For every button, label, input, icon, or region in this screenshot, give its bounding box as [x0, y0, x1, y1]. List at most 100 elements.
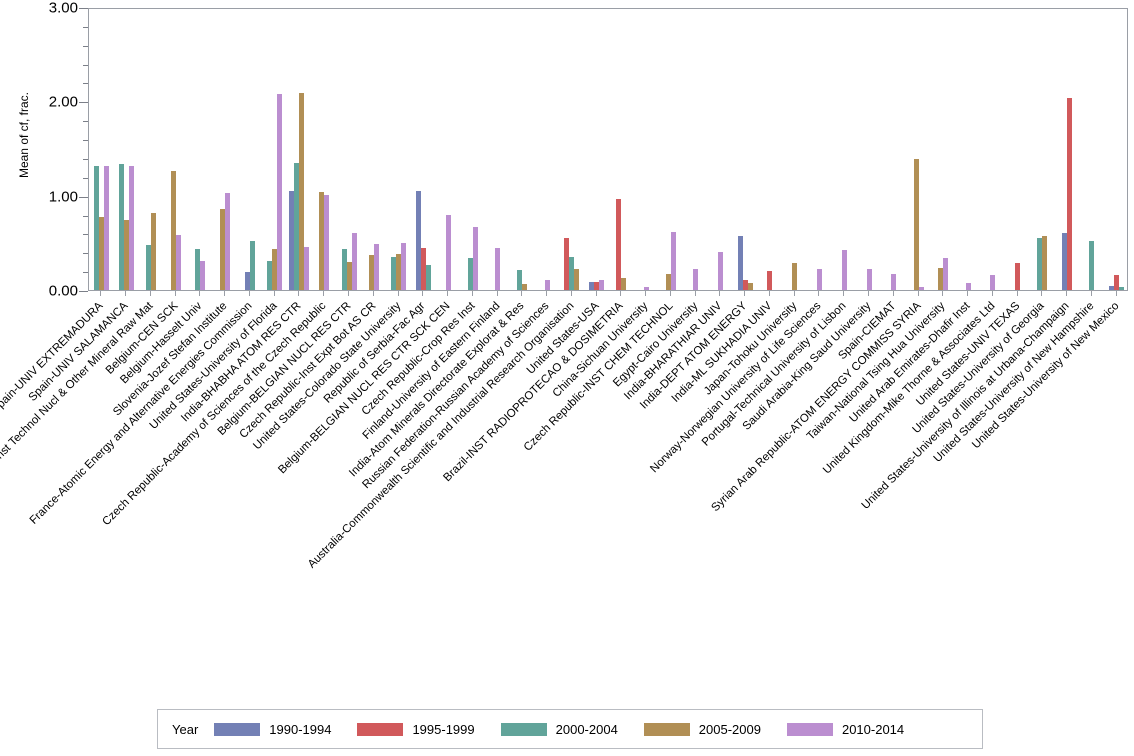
legend-label: 2010-2014	[841, 721, 905, 737]
legend-swatch	[214, 722, 261, 736]
legend: Year 1990-1994 1995-1999 2000-2004 2005-200…	[157, 709, 983, 749]
x-tick-mark	[199, 291, 201, 296]
y-tick-mark	[79, 102, 88, 104]
x-tick-mark	[224, 291, 226, 296]
x-tick-label: United States-University of New Mexico	[969, 300, 1122, 452]
x-tick-mark	[323, 291, 325, 296]
bar	[589, 281, 595, 290]
bar	[299, 92, 305, 290]
bar	[346, 261, 352, 290]
y-tick-minor	[83, 158, 88, 160]
bar	[990, 274, 996, 290]
bar	[467, 257, 473, 290]
bar	[277, 93, 283, 290]
bar	[472, 226, 478, 290]
y-tick-label: 0.00	[48, 282, 78, 300]
bars-container	[89, 9, 1127, 290]
bar	[249, 240, 255, 290]
x-tick-mark	[397, 291, 399, 296]
bar	[267, 260, 273, 290]
x-tick-mark	[174, 291, 176, 296]
x-tick-label: Belgium-Hasselt Univ	[118, 300, 205, 387]
bar	[324, 194, 330, 290]
bar	[866, 269, 872, 290]
bar	[544, 279, 550, 290]
x-tick-label: France-Atomic Energy and Alternative Ene…	[27, 300, 255, 527]
y-tick-mark	[79, 291, 88, 292]
x-tick-mark	[496, 291, 498, 296]
bar	[1037, 238, 1043, 290]
x-tick-label: Japan-Tohoku University	[701, 300, 800, 398]
x-tick-mark	[1115, 291, 1117, 296]
bar	[445, 214, 451, 290]
bar	[98, 217, 104, 290]
x-tick-mark	[892, 291, 894, 296]
bar	[564, 238, 570, 290]
bar	[396, 254, 402, 290]
x-tick-mark	[546, 291, 548, 296]
bar	[767, 271, 773, 290]
x-tick-label: Belgium-CEN SCK	[103, 300, 181, 377]
x-tick-mark	[248, 291, 250, 296]
legend-entry[interactable]: 1995-1999	[357, 722, 475, 737]
bar	[170, 171, 176, 290]
x-tick-label: India-ML SUKHADIA UNIV	[669, 300, 775, 405]
bar	[294, 162, 300, 290]
x-tick-label: Brazil-INST RADIOPROTECAO & DOSIMETRIA	[441, 300, 626, 485]
x-tick-label: Norway-Norwegian University of Life Scie…	[648, 300, 824, 476]
bar	[594, 281, 600, 290]
x-tick-mark	[125, 291, 127, 296]
bar	[425, 264, 431, 290]
bar	[574, 269, 580, 290]
legend-entry[interactable]: 2005-2009	[643, 721, 761, 737]
x-tick-mark	[942, 291, 944, 296]
bar	[1089, 240, 1095, 290]
legend-label: 2005-2009	[698, 721, 761, 737]
x-tick-label: Republic of Serbia-Inst Technol Nucl & O…	[0, 300, 156, 533]
x-tick-label: Taiwan-National Tsing Hua University	[805, 300, 948, 443]
bar	[938, 268, 944, 290]
x-tick-label: India-DEPT ATOM ENERGY	[638, 300, 750, 412]
y-axis-ticks: 0.00 1.00 2.00 3.00	[0, 0, 88, 300]
x-tick-mark	[372, 291, 374, 296]
legend-entry[interactable]: 2000-2004	[500, 722, 618, 737]
y-tick-minor	[83, 177, 88, 179]
x-tick-label: United States-University of Florida	[147, 300, 280, 432]
x-tick-mark	[422, 291, 424, 296]
x-tick-label: Syrian Arab Republic-ATOM ENERGY COMMISS…	[708, 300, 924, 515]
bar	[522, 284, 528, 290]
bar	[175, 235, 181, 290]
y-tick-minor	[83, 45, 88, 47]
bar	[643, 287, 649, 290]
x-tick-mark	[149, 291, 151, 296]
x-tick-label: Spain-UNIV SALAMANCA	[26, 300, 131, 404]
x-tick-label: Spain-UNIV EXTREMADURA	[0, 300, 106, 417]
legend-entry[interactable]: 1990-1994	[214, 722, 331, 737]
x-tick-label: Australia-Commonwealth Scientific and In…	[305, 300, 577, 571]
bar	[495, 247, 501, 290]
bar	[891, 273, 897, 290]
x-tick-label: Slovenia-Jozef Stefan Institute	[111, 300, 230, 419]
y-tick-minor	[83, 215, 88, 217]
bar	[670, 232, 676, 290]
x-tick-label: Saudi Arabia-King Saud University	[740, 300, 874, 433]
bar	[1119, 287, 1125, 290]
bar	[373, 243, 379, 290]
y-tick-label: 3.00	[48, 0, 78, 17]
y-tick-minor	[83, 64, 88, 66]
bar	[965, 283, 971, 290]
legend-entry[interactable]: 2010-2014	[786, 721, 905, 737]
x-tick-mark	[694, 291, 696, 296]
legend-entries: 1990-1994 1995-1999 2000-2004 2005-2009 2010…	[214, 722, 930, 737]
x-tick-mark	[967, 291, 969, 296]
x-tick-label: Spain-CIEMAT	[836, 300, 899, 363]
x-tick-mark	[1041, 291, 1043, 296]
bar	[391, 256, 397, 290]
x-tick-label: India-Atom Minerals Directorate Explorat…	[347, 300, 527, 480]
bar	[145, 244, 151, 290]
x-axis-ticks	[88, 291, 1128, 297]
bar	[841, 250, 847, 290]
x-tick-label: United States-University of New Hampshir…	[931, 300, 1097, 465]
x-tick-mark	[100, 291, 102, 296]
